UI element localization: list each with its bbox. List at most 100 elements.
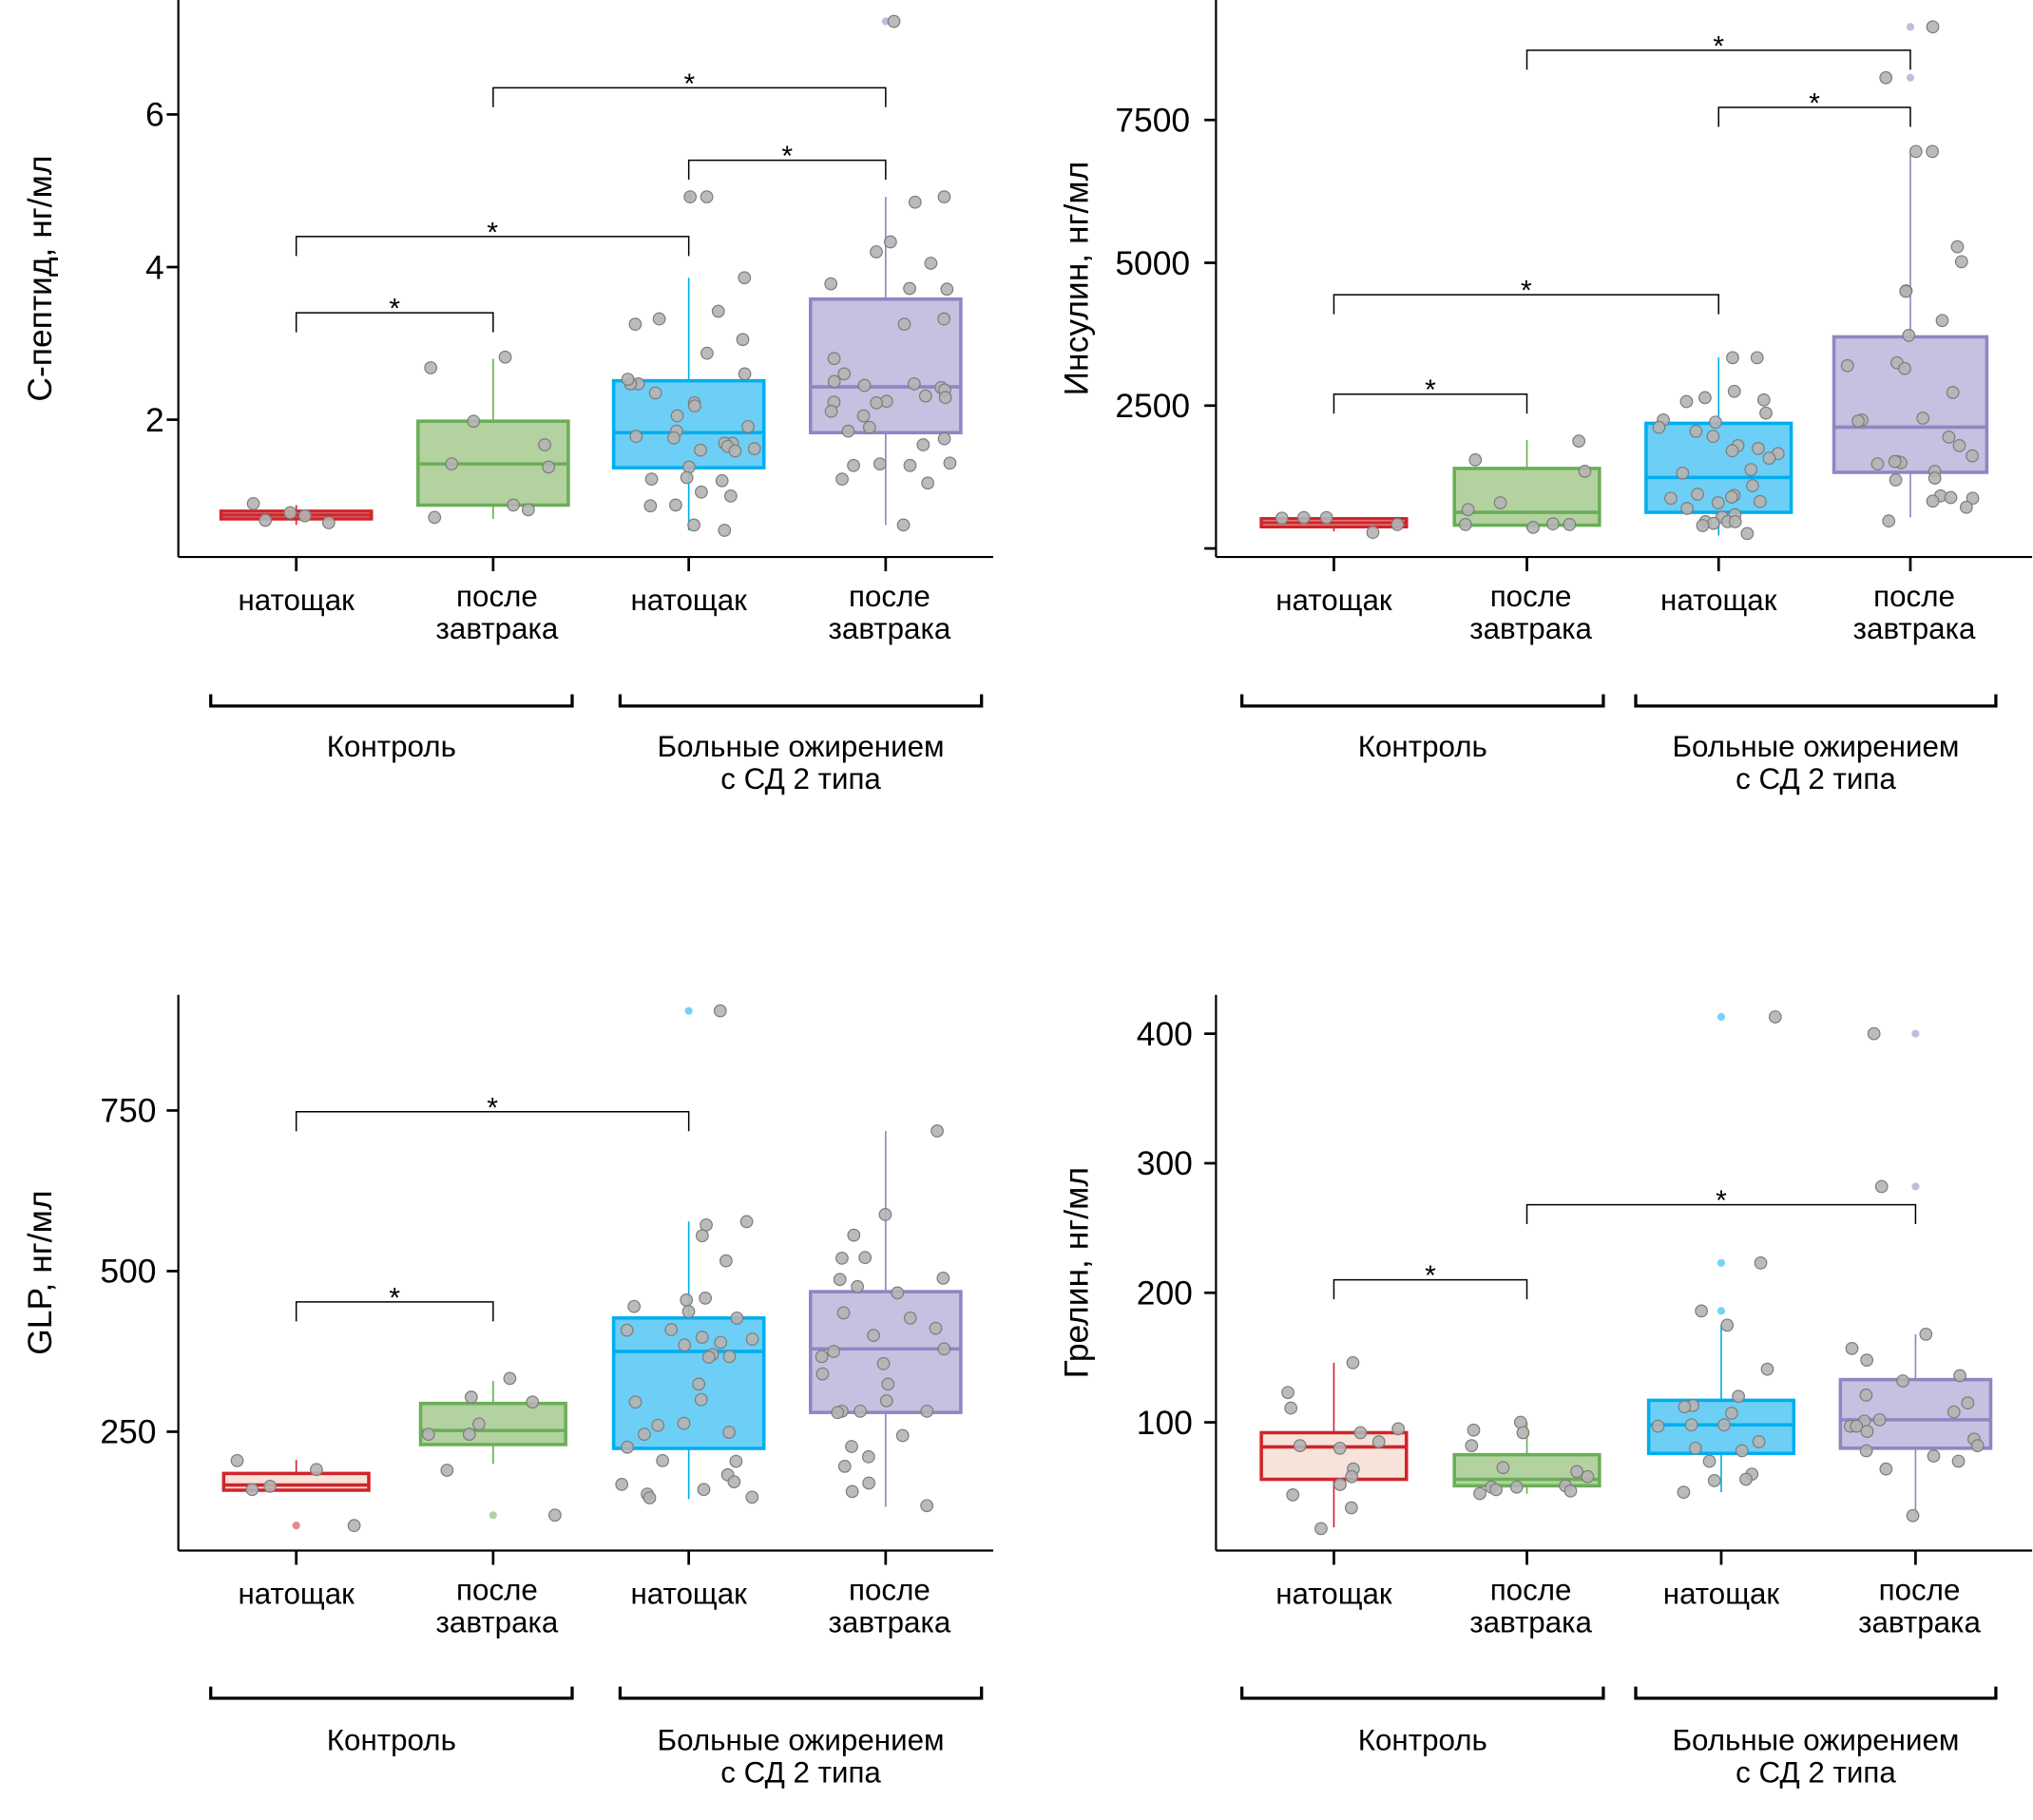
x-category-label: натощак	[630, 1577, 747, 1610]
data-point	[916, 438, 930, 451]
significance-bracket	[687, 159, 887, 181]
x-category-label-line: после	[1490, 1573, 1572, 1606]
data-point	[620, 1323, 634, 1337]
data-point	[887, 14, 901, 29]
data-point	[1679, 394, 1694, 409]
group-label: Контроль	[1358, 730, 1487, 763]
data-point	[666, 431, 681, 445]
group-label-line: Контроль	[327, 1723, 456, 1756]
group-bracket	[209, 694, 574, 708]
data-point	[664, 1323, 679, 1336]
group-bracket	[1240, 1686, 1605, 1700]
data-point	[680, 470, 694, 485]
outlier-marker	[1911, 1029, 1920, 1038]
significance-bracket	[1333, 393, 1528, 414]
data-point	[1966, 449, 1979, 463]
data-point	[1293, 1439, 1307, 1452]
data-point	[833, 1273, 847, 1287]
data-point	[1970, 1439, 1985, 1452]
data-point	[1753, 494, 1767, 508]
data-point	[1926, 20, 1940, 34]
data-point	[718, 524, 732, 537]
y-tick-label: 2	[145, 401, 164, 439]
data-point	[835, 472, 849, 487]
group-label-line: с СД 2 типа	[720, 1755, 881, 1789]
data-point	[1859, 1389, 1873, 1402]
data-point	[1959, 500, 1973, 514]
data-point	[861, 1449, 875, 1464]
x-category-label-line: после	[1873, 580, 1955, 613]
data-point	[322, 516, 336, 529]
x-category-label-line: после	[849, 1573, 930, 1606]
x-category-label: натощак	[238, 584, 355, 617]
data-point	[876, 1356, 891, 1370]
data-point	[920, 1404, 934, 1418]
data-point	[1717, 1418, 1731, 1432]
x-category-label: после завтрака	[1469, 580, 1592, 645]
data-point	[739, 1215, 754, 1229]
data-point	[827, 374, 841, 389]
data-point	[643, 1491, 657, 1504]
x-category-label-line: завтрака	[436, 1605, 559, 1638]
data-point	[695, 1331, 709, 1344]
data-point	[1896, 1374, 1909, 1388]
data-point	[1680, 502, 1695, 515]
data-point	[1526, 520, 1540, 534]
data-point	[230, 1454, 244, 1467]
data-point	[857, 378, 872, 393]
box-iqr	[611, 1316, 766, 1450]
data-point	[1859, 1444, 1873, 1458]
data-point	[700, 190, 714, 204]
data-point	[669, 498, 682, 512]
data-point	[245, 1483, 259, 1497]
data-point	[736, 333, 750, 347]
data-point	[831, 1406, 845, 1420]
x-category-label: после завтрака	[829, 580, 951, 645]
y-tick-label: 100	[1137, 1404, 1193, 1442]
data-point	[1760, 1362, 1774, 1376]
data-point	[628, 1395, 643, 1409]
y-tick-label: 6	[145, 96, 164, 134]
data-point	[937, 312, 951, 326]
data-point	[283, 506, 297, 520]
data-point	[858, 1251, 873, 1265]
data-point	[1353, 1426, 1368, 1440]
data-point	[1759, 406, 1773, 420]
data-point	[862, 1476, 876, 1490]
data-point	[621, 1440, 634, 1454]
significance-bracket	[295, 312, 494, 333]
data-point	[538, 438, 551, 451]
data-point	[1563, 1484, 1578, 1498]
x-category-label: натощак	[630, 584, 747, 617]
data-point	[1935, 314, 1949, 328]
significance-label: *	[389, 1282, 400, 1313]
y-axis-label: GLP, нг/мл	[21, 1190, 59, 1354]
data-point	[643, 499, 658, 513]
group-bracket	[618, 1686, 984, 1700]
data-point	[1724, 490, 1738, 504]
data-point	[692, 1377, 706, 1391]
x-category-label-line: завтрака	[1469, 1605, 1592, 1638]
box-control-after-breakfast	[1452, 1422, 1601, 1494]
data-point	[1286, 1488, 1300, 1502]
data-point	[1493, 496, 1507, 509]
data-point	[1581, 1469, 1595, 1484]
data-point	[1961, 1396, 1975, 1410]
data-point	[1572, 434, 1586, 448]
outlier-marker	[1717, 1258, 1726, 1268]
data-point	[1578, 464, 1592, 478]
data-point	[862, 420, 876, 434]
x-category-label-line: натощак	[630, 1577, 747, 1610]
x-category-label-line: натощак	[1660, 584, 1777, 617]
data-point	[1711, 496, 1725, 509]
x-category-label-line: натощак	[238, 1577, 355, 1610]
y-tick-label: 200	[1137, 1274, 1193, 1312]
significance-bracket	[295, 1301, 494, 1322]
y-axis-label: С-пептид, нг/мл	[21, 155, 59, 401]
data-point	[1496, 1461, 1510, 1475]
data-point	[1702, 1454, 1717, 1468]
data-point	[1888, 454, 1902, 469]
data-point	[462, 1427, 476, 1441]
x-category-label-line: натощак	[630, 584, 747, 617]
